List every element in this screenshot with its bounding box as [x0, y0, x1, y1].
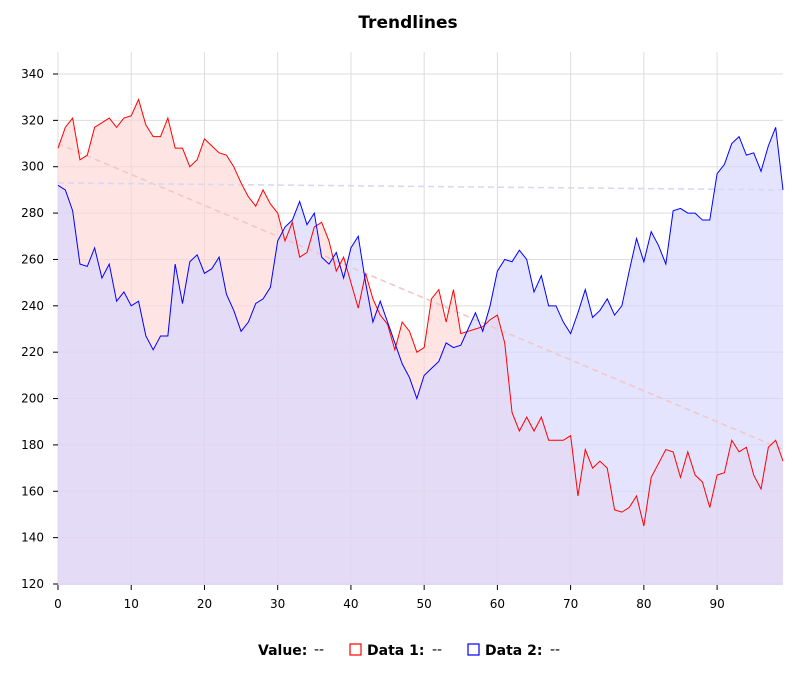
legend-swatch-data2: [467, 643, 480, 656]
x-tick-label-90: 90: [709, 597, 724, 611]
x-tick-label-0: 0: [54, 597, 62, 611]
trendline-data-2: [57, 182, 784, 191]
y-tick-label-300: 300: [21, 160, 44, 174]
x-tick-label-70: 70: [563, 597, 578, 611]
x-tick-label-30: 30: [270, 597, 285, 611]
x-tick-label-80: 80: [636, 597, 651, 611]
y-tick-label-320: 320: [21, 113, 44, 127]
y-tick-label-200: 200: [21, 392, 44, 406]
line-data-2: [57, 127, 784, 401]
legend-label-data1: Data 1:: [367, 643, 424, 659]
series-areas: [58, 99, 783, 585]
legend-value-label: Value:: [258, 643, 307, 659]
x-tick-label-20: 20: [197, 597, 212, 611]
y-tick-label-220: 220: [21, 345, 44, 359]
legend-value-data2: --: [550, 642, 560, 658]
x-tick-label-40: 40: [343, 597, 358, 611]
x-tick-label-50: 50: [417, 597, 432, 611]
y-axis-ticks: 120 140 160 180 200 220 240 260 280 300 320 340: [21, 67, 58, 591]
legend-value-text: --: [314, 642, 324, 658]
y-tick-label-180: 180: [21, 438, 44, 452]
x-axis-ticks: 0 10 20 30 40 50 60 70 80 90: [54, 585, 725, 611]
y-tick-label-340: 340: [21, 67, 44, 81]
y-tick-label-160: 160: [21, 484, 44, 498]
legend-value-data1: --: [432, 642, 442, 658]
trendline-data-1: [57, 142, 784, 451]
legend: Value: -- Data 1: -- Data 2: --: [258, 642, 560, 659]
line-data-1: [57, 98, 784, 527]
y-tick-label-140: 140: [21, 531, 44, 545]
x-tick-label-10: 10: [124, 597, 139, 611]
chart-title: Trendlines: [358, 13, 457, 33]
trendlines: [57, 142, 784, 451]
legend-swatch-data1: [349, 643, 362, 656]
area-data-2: [58, 127, 783, 585]
y-tick-label-120: 120: [21, 577, 44, 591]
x-tick-label-60: 60: [490, 597, 505, 611]
y-tick-label-280: 280: [21, 206, 44, 220]
y-tick-label-240: 240: [21, 299, 44, 313]
y-tick-label-260: 260: [21, 252, 44, 266]
series-lines: [57, 98, 784, 527]
legend-label-data2: Data 2:: [485, 643, 542, 659]
